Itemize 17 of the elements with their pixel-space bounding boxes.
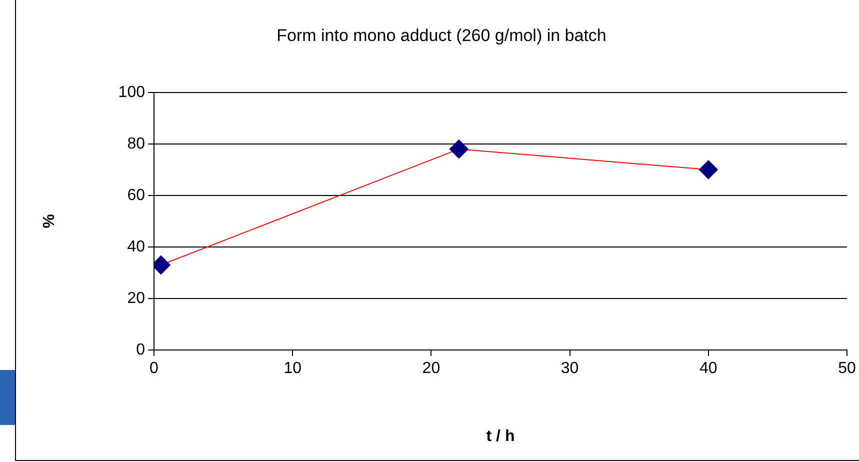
x-tick-label: 30 <box>560 360 579 378</box>
x-axis-title: t / h <box>486 428 515 445</box>
y-tick-label: 80 <box>127 135 146 152</box>
y-tick-label: 100 <box>118 84 146 101</box>
y-axis-title: % <box>41 214 58 228</box>
x-tick-label: 40 <box>700 360 718 378</box>
x-tick-label: 0 <box>150 360 159 378</box>
point <box>449 140 468 159</box>
y-tick-label: 0 <box>136 341 146 358</box>
y-tick-label: 60 <box>127 186 146 204</box>
point <box>698 160 718 180</box>
x-tick-label: 50 <box>838 360 856 378</box>
x-tick-label: 10 <box>284 360 302 378</box>
chart-title: Form into mono adduct (260 g/mol) in batch <box>276 26 606 45</box>
y-tick-label: 20 <box>127 290 146 307</box>
y-tick-label: 40 <box>127 238 146 256</box>
x-tick-label: 20 <box>422 360 440 378</box>
